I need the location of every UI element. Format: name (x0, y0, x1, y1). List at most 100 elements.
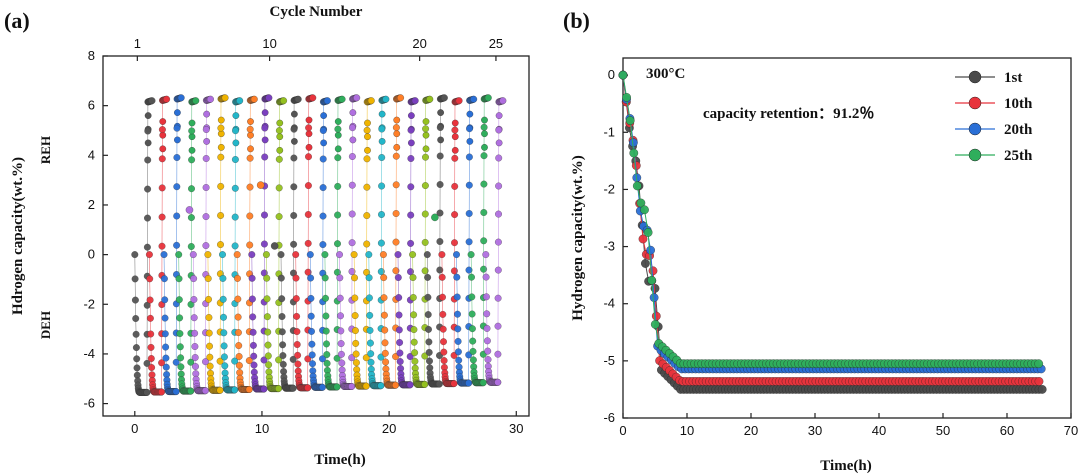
x-tick-label: 40 (872, 423, 886, 438)
data-point (465, 210, 473, 217)
data-point (336, 294, 344, 302)
data-point (499, 97, 507, 105)
data-point (176, 343, 184, 351)
data-point (131, 296, 139, 304)
data-point (261, 136, 269, 144)
data-point (304, 211, 312, 218)
data-point (440, 94, 448, 102)
cycle-series (306, 97, 331, 391)
data-point (133, 355, 141, 363)
data-point (190, 296, 198, 303)
data-point (205, 295, 212, 303)
data-point (276, 146, 284, 154)
data-point (160, 275, 168, 283)
panel-a-frame (102, 55, 530, 417)
data-point (466, 125, 473, 133)
cycle-series (409, 95, 434, 388)
data-point (438, 273, 446, 281)
data-point (409, 294, 417, 301)
data-point (277, 251, 285, 259)
data-point (334, 145, 342, 153)
data-point (494, 350, 502, 358)
data-point (451, 146, 459, 154)
data-point (292, 295, 300, 303)
data-point (378, 125, 386, 133)
data-point (202, 126, 210, 133)
data-point (247, 131, 254, 139)
data-point (173, 154, 181, 161)
data-point (451, 126, 459, 134)
data-point (366, 311, 374, 319)
legend-label: 1st (1004, 70, 1022, 86)
data-point (232, 127, 239, 135)
data-point (494, 378, 502, 386)
data-point (323, 97, 331, 105)
data-point (392, 381, 399, 389)
panel-a-x-axis-title: Time(h) (314, 452, 365, 468)
data-point (217, 153, 225, 161)
data-point (144, 214, 151, 222)
data-point (305, 144, 313, 151)
data-point (365, 251, 373, 259)
data-point (279, 360, 287, 368)
data-point (392, 210, 400, 217)
data-point (337, 340, 345, 348)
data-point (173, 124, 181, 132)
data-point (234, 329, 242, 337)
data-point (363, 240, 371, 248)
cycle-series (394, 97, 419, 389)
data-point (425, 325, 432, 333)
data-point (440, 348, 448, 356)
data-point (377, 268, 385, 276)
temperature-annotation: 300°C (646, 66, 685, 82)
data-point (290, 154, 298, 162)
data-point (264, 328, 272, 336)
data-point (378, 182, 386, 190)
y-tick-label: 0 (88, 247, 95, 262)
cycle-series (248, 94, 273, 393)
x-tick-label: 70 (1064, 423, 1078, 438)
data-point (394, 251, 402, 259)
data-point (275, 184, 283, 192)
data-point (206, 353, 214, 361)
data-point (264, 341, 272, 349)
data-point (451, 182, 459, 190)
data-point (380, 274, 388, 282)
data-point (234, 295, 242, 303)
data-point (275, 385, 282, 393)
data-point (366, 339, 374, 347)
data-point (308, 340, 316, 348)
data-point (378, 211, 385, 218)
data-point (249, 328, 257, 336)
panel-a-top-ticks: 1 10 20 25 (134, 36, 503, 61)
data-point (396, 349, 404, 357)
data-point (352, 359, 360, 367)
data-point (278, 295, 286, 303)
data-point (262, 251, 270, 259)
data-point (250, 352, 258, 360)
data-point (468, 325, 476, 333)
data-point (334, 182, 342, 190)
data-point (188, 156, 196, 164)
data-point (410, 326, 418, 334)
data-point (265, 94, 273, 102)
x-tick-label: 20 (382, 421, 396, 436)
data-point (650, 320, 660, 329)
data-point (392, 238, 400, 246)
data-point (336, 274, 344, 282)
data-point (188, 119, 196, 127)
data-point (439, 293, 446, 301)
cycle-series (336, 94, 361, 390)
data-point (190, 275, 198, 283)
data-point (246, 183, 254, 191)
panel-a-top-axis-title: Cycle Number (270, 4, 363, 20)
data-point (406, 353, 414, 360)
data-point (454, 337, 462, 345)
data-point (220, 353, 228, 361)
data-point (382, 358, 390, 366)
data-point (144, 112, 152, 119)
data-point (397, 94, 405, 102)
x-tick-label: 0 (619, 423, 626, 438)
y-tick-label: -2 (603, 181, 615, 196)
y-tick-label: -6 (83, 396, 95, 411)
